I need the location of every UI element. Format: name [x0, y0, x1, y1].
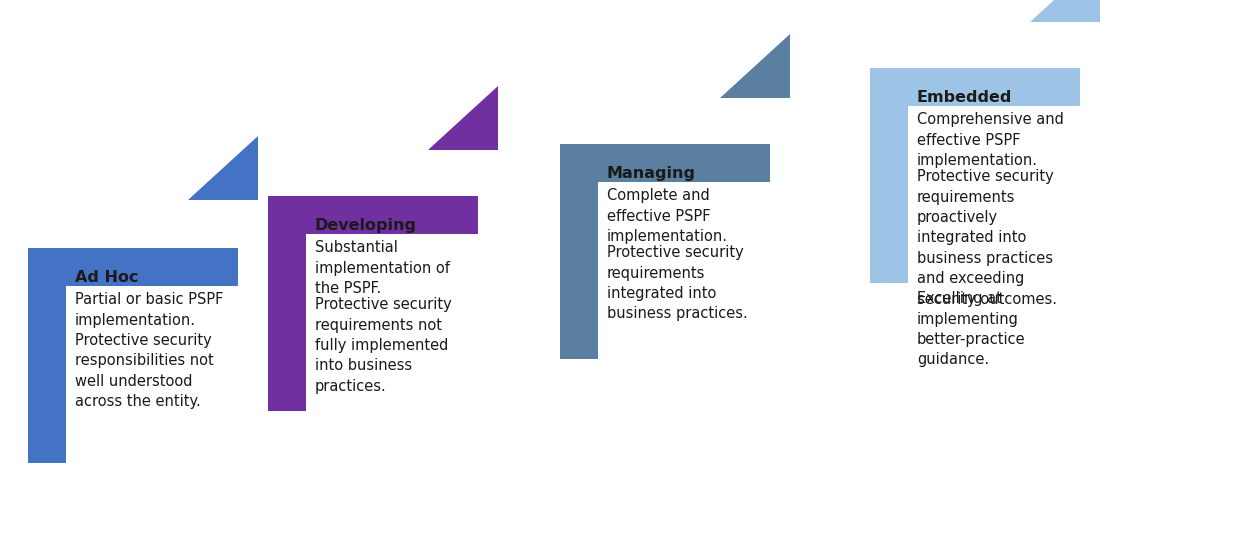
Text: Developing: Developing	[314, 218, 416, 233]
Polygon shape	[720, 34, 791, 98]
Bar	[268, 196, 479, 234]
Text: Excelling at
implementing
better-practice
guidance.: Excelling at implementing better-practic…	[917, 291, 1025, 367]
Text: Protective security
requirements not
fully implemented
into business
practices.: Protective security requirements not ful…	[314, 297, 451, 394]
Bar	[561, 144, 598, 359]
Polygon shape	[1030, 0, 1100, 22]
Bar	[870, 68, 907, 283]
Text: Comprehensive and
effective PSPF
implementation.: Comprehensive and effective PSPF impleme…	[917, 113, 1064, 168]
Text: Managing: Managing	[607, 166, 696, 181]
Bar	[561, 144, 769, 182]
Bar	[29, 248, 237, 286]
Bar	[29, 248, 66, 463]
Text: Complete and
effective PSPF
implementation.: Complete and effective PSPF implementati…	[607, 188, 728, 244]
Text: Substantial
implementation of
the PSPF.: Substantial implementation of the PSPF.	[314, 240, 450, 296]
Text: Partial or basic PSPF
implementation.: Partial or basic PSPF implementation.	[75, 293, 224, 328]
Text: Protective security
responsibilities not
well understood
across the entity.: Protective security responsibilities not…	[75, 333, 214, 409]
Text: Embedded: Embedded	[917, 90, 1012, 105]
Text: Protective security
requirements
integrated into
business practices.: Protective security requirements integra…	[607, 245, 748, 322]
Text: Ad Hoc: Ad Hoc	[75, 270, 138, 285]
Bar	[268, 196, 306, 411]
Text: Protective security
requirements
proactively
integrated into
business practices
: Protective security requirements proacti…	[917, 169, 1057, 307]
Polygon shape	[188, 136, 259, 200]
Bar	[870, 68, 1080, 106]
Polygon shape	[428, 86, 498, 150]
